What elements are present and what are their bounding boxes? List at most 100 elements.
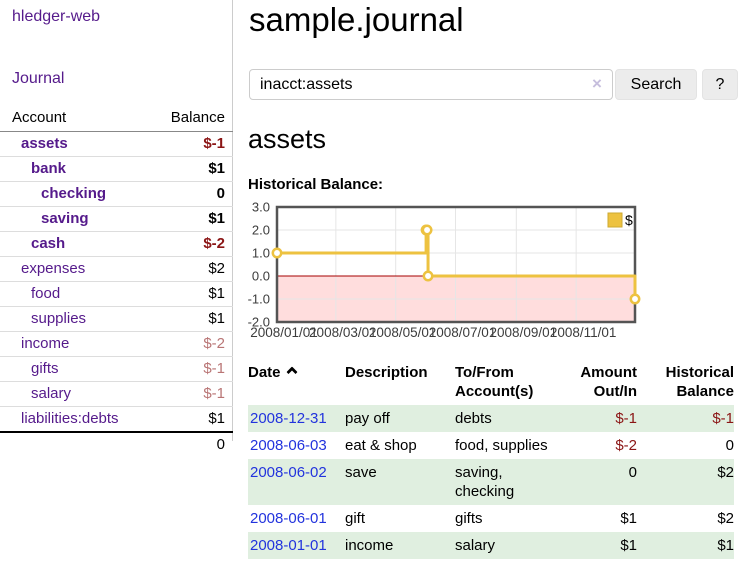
account-row: checking 0	[0, 181, 233, 207]
transaction-balance: $2	[717, 464, 734, 481]
transaction-amount: $-2	[615, 437, 637, 454]
accounts-header-account: Account	[0, 106, 153, 132]
account-balance: $-2	[152, 231, 233, 257]
svg-text:2008/11/01: 2008/11/01	[550, 325, 617, 340]
transaction-description: pay off	[345, 410, 390, 427]
sidebar-account-link-supplies[interactable]: supplies	[31, 310, 87, 327]
transaction-amount: $1	[620, 537, 637, 554]
sidebar-item-journal[interactable]: Journal	[12, 70, 65, 87]
sidebar-account-link-salary[interactable]: salary	[31, 385, 72, 402]
sidebar-account-link-cash[interactable]: cash	[31, 235, 66, 252]
sidebar-account-link-gifts[interactable]: gifts	[31, 360, 59, 377]
transaction-date-cell: 2008-06-03	[248, 432, 345, 459]
transaction-date-link[interactable]: 2008-06-01	[250, 510, 327, 527]
account-balance: $1	[152, 156, 233, 182]
transaction-balance: $2	[717, 510, 734, 527]
sidebar: hledger-web Journal Account Balance asse…	[0, 0, 233, 457]
svg-text:2008/09/01: 2008/09/01	[490, 325, 558, 340]
transaction-date-cell: 2008-06-02	[248, 459, 345, 505]
transaction-date-link[interactable]: 2008-01-01	[250, 537, 327, 554]
date-header-label: Date	[248, 364, 281, 381]
register-header-row: Date Description To/From Account(s) Amou…	[248, 362, 734, 405]
svg-text:0.0: 0.0	[252, 269, 270, 284]
transaction-amount: $-1	[615, 410, 637, 427]
sort-ascending-icon	[285, 366, 298, 378]
account-heading: assets	[248, 124, 327, 154]
register-header-description: Description	[345, 364, 428, 381]
historical-balance-chart: 3.0 2.0 1.0 0.0 -1.0 -2.02008/01/012008/03/01…	[248, 200, 641, 340]
register-row: 2008-06-03 eat & shop food, supplies $-2 0	[248, 432, 734, 459]
account-balance: 0	[152, 181, 233, 207]
sidebar-account-link-food[interactable]: food	[31, 285, 61, 302]
svg-text:2008/03/01: 2008/03/01	[309, 325, 377, 340]
page-title: sample.journal	[249, 1, 464, 38]
sidebar-account-link-bank[interactable]: bank	[31, 160, 67, 177]
sidebar-account-link-income[interactable]: income	[21, 335, 70, 352]
transaction-description: save	[345, 464, 377, 481]
account-balance: $-1	[152, 356, 233, 382]
account-balance: $2	[152, 256, 233, 282]
transaction-date-link[interactable]: 2008-06-03	[250, 437, 327, 454]
sidebar-account-link-liabilities-debts[interactable]: liabilities:debts	[21, 410, 119, 427]
transaction-accounts: salary	[455, 537, 496, 554]
account-row: income $-2	[0, 331, 233, 357]
register-row: 2008-12-31 pay off debts $-1 $-1	[248, 405, 734, 432]
transaction-date-link[interactable]: 2008-12-31	[250, 410, 327, 427]
transaction-accounts: debts	[455, 410, 492, 427]
clear-search-icon[interactable]: ×	[592, 74, 602, 93]
account-row: saving $1	[0, 206, 233, 232]
sidebar-account-link-expenses[interactable]: expenses	[21, 260, 86, 277]
register-header-accounts: To/From Account(s)	[455, 364, 534, 400]
help-button[interactable]: ?	[702, 69, 738, 100]
search-button[interactable]: Search	[615, 69, 697, 100]
svg-text:-1.0: -1.0	[248, 292, 270, 307]
accounts-table: Account Balance assets $-1 bank $1 checking 0…	[0, 106, 233, 457]
register-table: Date Description To/From Account(s) Amou…	[248, 362, 734, 559]
account-row: gifts $-1	[0, 356, 233, 382]
transaction-amount: $1	[620, 510, 637, 527]
svg-text:3.0: 3.0	[252, 200, 270, 215]
register-header-date[interactable]: Date	[248, 362, 345, 405]
account-row: bank $1	[0, 156, 233, 182]
sidebar-account-link-checking[interactable]: checking	[41, 185, 107, 202]
transaction-date-link[interactable]: 2008-06-02	[250, 464, 327, 481]
transaction-date-cell: 2008-01-01	[248, 532, 345, 559]
accounts-header-row: Account Balance	[0, 106, 233, 132]
svg-text:-2.0: -2.0	[248, 315, 270, 330]
register-row: 2008-01-01 income salary $1 $1	[248, 532, 734, 559]
svg-text:$: $	[625, 212, 633, 228]
transaction-balance: $1	[717, 537, 734, 554]
transaction-amount: 0	[628, 464, 637, 481]
transaction-balance: $-1	[712, 410, 734, 427]
account-row: supplies $1	[0, 306, 233, 332]
transaction-accounts: food, supplies	[455, 437, 548, 454]
accounts-total-value: 0	[0, 431, 233, 457]
svg-text:2.0: 2.0	[252, 223, 270, 238]
transaction-description: income	[345, 537, 394, 554]
accounts-header-balance: Balance	[152, 106, 233, 132]
sidebar-account-link-assets[interactable]: assets	[21, 135, 68, 152]
account-row: food $1	[0, 281, 233, 307]
account-balance: $1	[152, 281, 233, 307]
account-balance: $-1	[152, 381, 233, 407]
register-row: 2008-06-01 gift gifts $1 $2	[248, 505, 734, 532]
register-header-balance: Historical Balance	[665, 364, 734, 400]
account-row: liabilities:debts $1	[0, 406, 233, 433]
sidebar-account-link-saving[interactable]: saving	[41, 210, 89, 227]
account-balance: $-1	[152, 131, 233, 157]
account-balance: $1	[152, 406, 233, 433]
transaction-description: gift	[345, 510, 366, 527]
transaction-date-cell: 2008-06-01	[248, 505, 345, 532]
search-input[interactable]	[249, 69, 613, 100]
register-row: 2008-06-02 save saving, checking 0 $2	[248, 459, 734, 505]
register-header-amount: Amount Out/In	[580, 364, 637, 400]
transaction-description: eat & shop	[345, 437, 417, 454]
svg-text:2008/01/01: 2008/01/01	[250, 325, 318, 340]
account-row: expenses $2	[0, 256, 233, 282]
transaction-date-cell: 2008-12-31	[248, 405, 345, 432]
brand-link[interactable]: hledger-web	[12, 8, 101, 25]
transaction-accounts: gifts	[455, 510, 483, 527]
account-balance: $1	[152, 206, 233, 232]
svg-text:1.0: 1.0	[252, 246, 270, 261]
transaction-balance: 0	[725, 437, 734, 454]
